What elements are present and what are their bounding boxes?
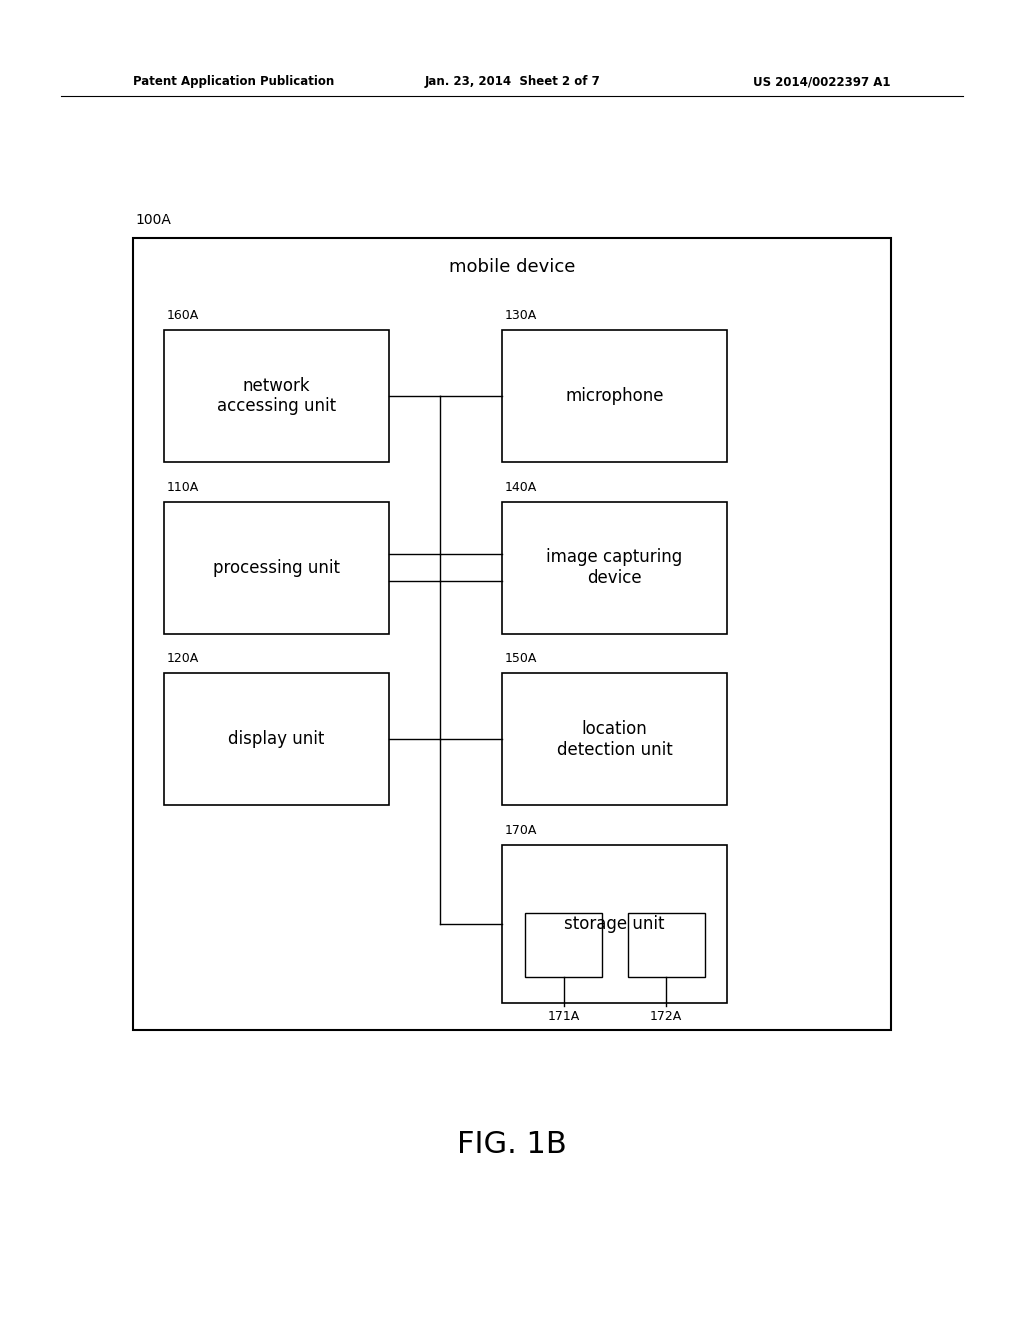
Text: 100A: 100A [135, 213, 171, 227]
Text: microphone: microphone [565, 387, 664, 405]
Text: mobile device: mobile device [449, 257, 575, 276]
Text: 150A: 150A [505, 652, 538, 665]
Text: Jan. 23, 2014  Sheet 2 of 7: Jan. 23, 2014 Sheet 2 of 7 [424, 75, 600, 88]
FancyBboxPatch shape [502, 502, 727, 634]
FancyBboxPatch shape [525, 913, 602, 977]
Text: 160A: 160A [167, 309, 199, 322]
Text: 170A: 170A [505, 824, 538, 837]
Text: network
accessing unit: network accessing unit [217, 376, 336, 416]
Text: location
detection unit: location detection unit [556, 719, 673, 759]
FancyBboxPatch shape [502, 673, 727, 805]
Text: US 2014/0022397 A1: US 2014/0022397 A1 [754, 75, 891, 88]
FancyBboxPatch shape [133, 238, 891, 1030]
Text: 120A: 120A [167, 652, 199, 665]
FancyBboxPatch shape [164, 502, 389, 634]
Text: Patent Application Publication: Patent Application Publication [133, 75, 335, 88]
Text: storage unit: storage unit [564, 915, 665, 933]
FancyBboxPatch shape [628, 913, 705, 977]
FancyBboxPatch shape [164, 673, 389, 805]
Text: 171A: 171A [548, 1010, 580, 1023]
Text: 140A: 140A [505, 480, 537, 494]
Text: 172A: 172A [650, 1010, 682, 1023]
Text: 130A: 130A [505, 309, 537, 322]
FancyBboxPatch shape [502, 330, 727, 462]
Text: display unit: display unit [228, 730, 325, 748]
Text: processing unit: processing unit [213, 558, 340, 577]
Text: 110A: 110A [167, 480, 199, 494]
Text: FIG. 1B: FIG. 1B [457, 1130, 567, 1159]
Text: image capturing
device: image capturing device [546, 548, 683, 587]
FancyBboxPatch shape [502, 845, 727, 1003]
FancyBboxPatch shape [164, 330, 389, 462]
